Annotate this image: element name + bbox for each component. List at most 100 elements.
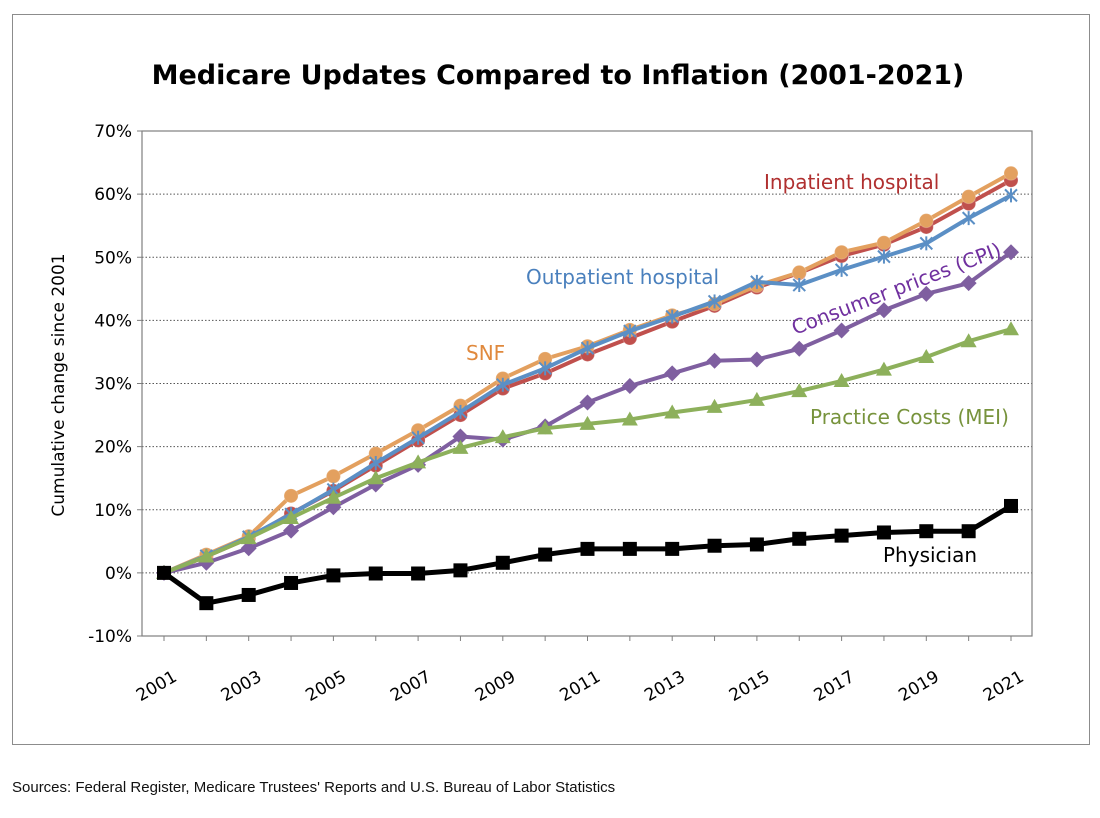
x-tick-label: 2009 (472, 667, 519, 706)
data-point (791, 264, 807, 280)
series-label: Outpatient hospital (526, 265, 719, 289)
data-point (283, 488, 299, 504)
data-point (877, 249, 891, 264)
y-tick-label: 30% (94, 375, 132, 395)
x-tick-label: 2011 (557, 667, 604, 706)
y-tick-label: 10% (94, 501, 132, 521)
data-point (1003, 244, 1019, 261)
data-point (1004, 188, 1018, 203)
data-point (960, 333, 977, 348)
data-point (665, 541, 680, 556)
y-tick-label: 40% (94, 311, 132, 331)
source-note: Sources: Federal Register, Medicare Trus… (12, 779, 616, 796)
data-point (453, 404, 468, 419)
data-point (961, 211, 976, 226)
data-point (792, 278, 806, 293)
data-point (1003, 165, 1019, 181)
data-point (834, 244, 850, 260)
series-label: Physician (883, 543, 977, 567)
data-point (452, 428, 469, 445)
data-point (876, 235, 892, 251)
data-point (791, 383, 808, 398)
data-point (961, 189, 977, 205)
data-point (367, 470, 384, 485)
series-label: SNF (466, 341, 505, 365)
data-point (875, 361, 892, 376)
data-point (791, 340, 808, 357)
series-label: Practice Costs (MEI) (810, 405, 1009, 429)
data-point (241, 587, 256, 602)
data-point (707, 294, 722, 309)
data-point (496, 377, 510, 392)
data-point (919, 236, 934, 251)
data-point (1004, 498, 1018, 513)
data-point (919, 524, 934, 539)
data-point (834, 528, 849, 543)
series-practice-costs-mei (156, 321, 1019, 579)
data-point (706, 398, 723, 413)
x-tick-label: 2019 (895, 667, 942, 706)
data-point (284, 575, 299, 590)
data-point (580, 541, 595, 556)
y-tick-label: 20% (94, 438, 132, 458)
data-point (875, 302, 892, 319)
x-tick-label: 2001 (133, 667, 180, 706)
data-point (749, 537, 764, 552)
data-point (834, 262, 849, 277)
data-point (918, 285, 935, 302)
data-point (411, 430, 425, 445)
data-point (918, 348, 935, 363)
data-point (325, 489, 342, 504)
y-tick-label: -10% (88, 627, 132, 647)
data-point (283, 522, 300, 539)
data-point (538, 547, 553, 562)
data-point (960, 275, 977, 292)
data-point (325, 468, 341, 484)
data-point (706, 352, 723, 369)
data-point (157, 565, 171, 580)
chart-frame (12, 14, 1090, 745)
x-tick-label: 2003 (218, 667, 265, 706)
series-consumer-prices-cpi (156, 244, 1019, 581)
series-physician (157, 498, 1018, 611)
x-tick-label: 2015 (726, 667, 773, 706)
data-point (495, 555, 510, 570)
data-point (579, 415, 596, 430)
data-point (240, 530, 257, 545)
data-point (198, 548, 215, 563)
data-point (621, 378, 638, 395)
data-point (622, 541, 637, 556)
data-point (665, 309, 679, 324)
data-point (833, 372, 850, 387)
data-point (537, 420, 554, 435)
series-label: Inpatient hospital (764, 170, 939, 194)
data-point (664, 365, 681, 382)
y-tick-label: 70% (94, 122, 132, 142)
x-tick-label: 2007 (387, 667, 434, 706)
data-point (748, 351, 765, 368)
data-point (579, 394, 596, 411)
data-point (792, 531, 807, 546)
x-tick-label: 2013 (641, 667, 688, 706)
data-point (1003, 321, 1019, 336)
data-point (326, 568, 341, 583)
data-point (664, 404, 681, 419)
chart-title: Medicare Updates Compared to Inflation (… (152, 60, 965, 91)
data-point (368, 566, 383, 581)
series-layer (156, 165, 1019, 611)
x-tick-label: 2017 (811, 667, 858, 706)
data-point (410, 454, 427, 469)
data-point (621, 411, 638, 426)
data-point (538, 361, 552, 376)
y-tick-label: 50% (94, 248, 132, 268)
data-point (876, 525, 891, 540)
data-point (833, 322, 850, 339)
y-tick-label: 60% (94, 185, 132, 205)
data-point (240, 540, 257, 557)
data-point (199, 596, 214, 611)
data-point (707, 538, 722, 553)
y-tick-label: 0% (105, 564, 132, 584)
data-point (411, 566, 426, 581)
x-tick-label: 2005 (302, 667, 349, 706)
